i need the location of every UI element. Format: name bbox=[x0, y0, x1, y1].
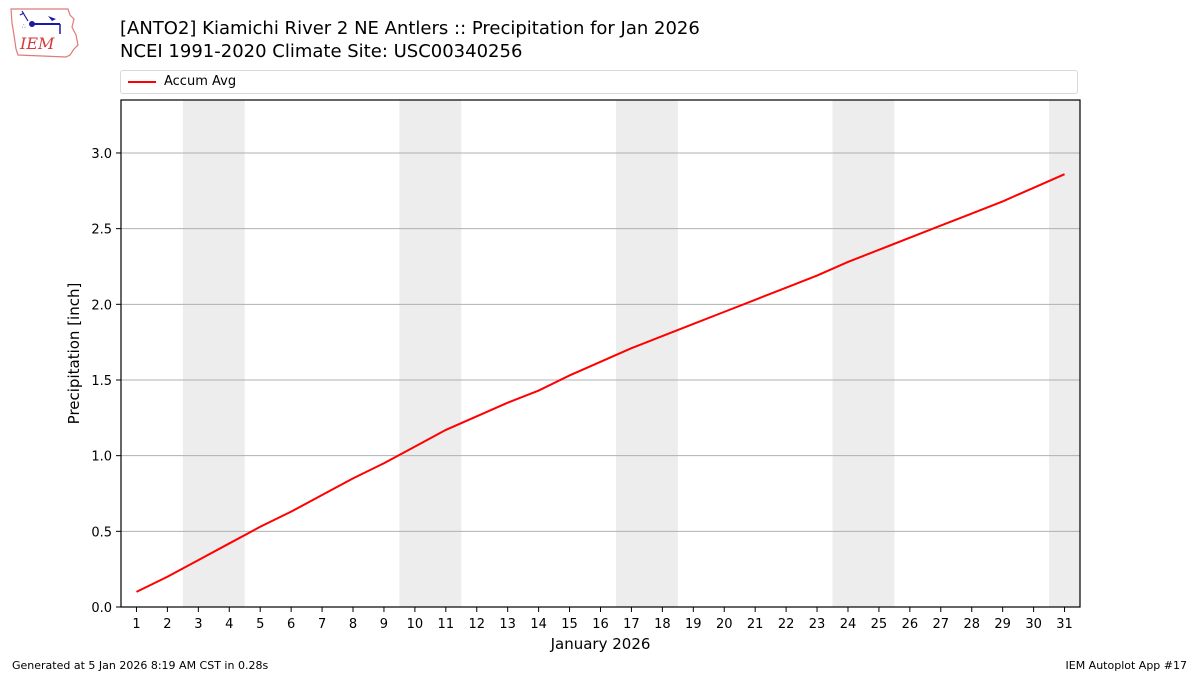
x-tick-label: 9 bbox=[380, 617, 388, 632]
x-tick-label: 1 bbox=[132, 617, 140, 632]
x-tick-label: 3 bbox=[194, 617, 202, 632]
y-tick-label: 3.0 bbox=[91, 147, 112, 162]
svg-text:IEM: IEM bbox=[19, 34, 55, 53]
x-tick-label: 10 bbox=[407, 617, 424, 632]
x-tick-label: 11 bbox=[438, 617, 455, 632]
x-tick-label: 16 bbox=[592, 617, 609, 632]
x-tick-label: 24 bbox=[840, 617, 857, 632]
x-tick-label: 8 bbox=[349, 617, 357, 632]
x-axis-label: January 2026 bbox=[550, 635, 651, 653]
generated-timestamp: Generated at 5 Jan 2026 8:19 AM CST in 0… bbox=[12, 659, 269, 672]
x-tick-label: 31 bbox=[1056, 617, 1073, 632]
x-tick-label: 25 bbox=[871, 617, 888, 632]
weekend-bands bbox=[182, 100, 1080, 607]
x-tick-label: 22 bbox=[778, 617, 795, 632]
x-tick-label: 27 bbox=[933, 617, 950, 632]
x-axis-ticks: 1 2 3 4 5 6 7 8 9 10 11 12 13 14 15 16 17 18 19 20 21 22 23 24 2… bbox=[132, 607, 1073, 632]
x-tick-label: 2 bbox=[163, 617, 171, 632]
x-tick-label: 23 bbox=[809, 617, 826, 632]
x-tick-label: 14 bbox=[530, 617, 547, 632]
x-tick-label: 28 bbox=[963, 617, 980, 632]
weekend-band bbox=[399, 100, 462, 607]
chart-title: [ANTO2] Kiamichi River 2 NE Antlers :: P… bbox=[120, 17, 700, 63]
weekend-band bbox=[832, 100, 895, 607]
y-tick-label: 1.0 bbox=[91, 450, 112, 465]
y-tick-label: 1.5 bbox=[91, 374, 112, 389]
x-tick-label: 26 bbox=[902, 617, 919, 632]
y-tick-label: 0.0 bbox=[91, 601, 112, 616]
chart-title-line2: NCEI 1991-2020 Climate Site: USC00340256 bbox=[120, 41, 523, 62]
iem-logo: ∴ IEM bbox=[8, 5, 80, 59]
accum-avg-line bbox=[136, 173, 1065, 593]
x-tick-label: 13 bbox=[499, 617, 516, 632]
y-axis-label: Precipitation [inch] bbox=[65, 283, 83, 425]
x-tick-label: 30 bbox=[1025, 617, 1042, 632]
y-axis-ticks: 0.0 0.5 1.0 1.5 2.0 2.5 3.0 bbox=[91, 147, 121, 616]
legend-label: Accum Avg bbox=[164, 74, 237, 89]
x-tick-label: 20 bbox=[716, 617, 733, 632]
chart-title-line1: [ANTO2] Kiamichi River 2 NE Antlers :: P… bbox=[120, 18, 700, 39]
y-tick-label: 2.5 bbox=[91, 223, 112, 238]
weekend-band bbox=[1049, 100, 1080, 607]
x-tick-label: 15 bbox=[561, 617, 578, 632]
x-tick-label: 21 bbox=[747, 617, 764, 632]
iowa-map-icon: ∴ IEM bbox=[10, 8, 79, 58]
x-tick-label: 29 bbox=[994, 617, 1011, 632]
x-tick-label: 7 bbox=[318, 617, 326, 632]
y-tick-label: 2.0 bbox=[91, 298, 112, 313]
legend: Accum Avg bbox=[120, 70, 1078, 94]
svg-text:∴: ∴ bbox=[22, 23, 26, 30]
x-tick-label: 4 bbox=[225, 617, 233, 632]
x-tick-label: 18 bbox=[654, 617, 671, 632]
x-tick-label: 5 bbox=[256, 617, 264, 632]
weekend-band bbox=[182, 100, 245, 607]
weekend-band bbox=[615, 100, 678, 607]
x-tick-label: 6 bbox=[287, 617, 295, 632]
y-tick-label: 0.5 bbox=[91, 525, 112, 540]
x-tick-label: 17 bbox=[623, 617, 640, 632]
y-gridlines bbox=[121, 152, 1080, 532]
x-tick-label: 19 bbox=[685, 617, 702, 632]
x-tick-label: 12 bbox=[468, 617, 485, 632]
app-credit: IEM Autoplot App #17 bbox=[1065, 659, 1188, 672]
legend-line-swatch bbox=[128, 81, 156, 83]
